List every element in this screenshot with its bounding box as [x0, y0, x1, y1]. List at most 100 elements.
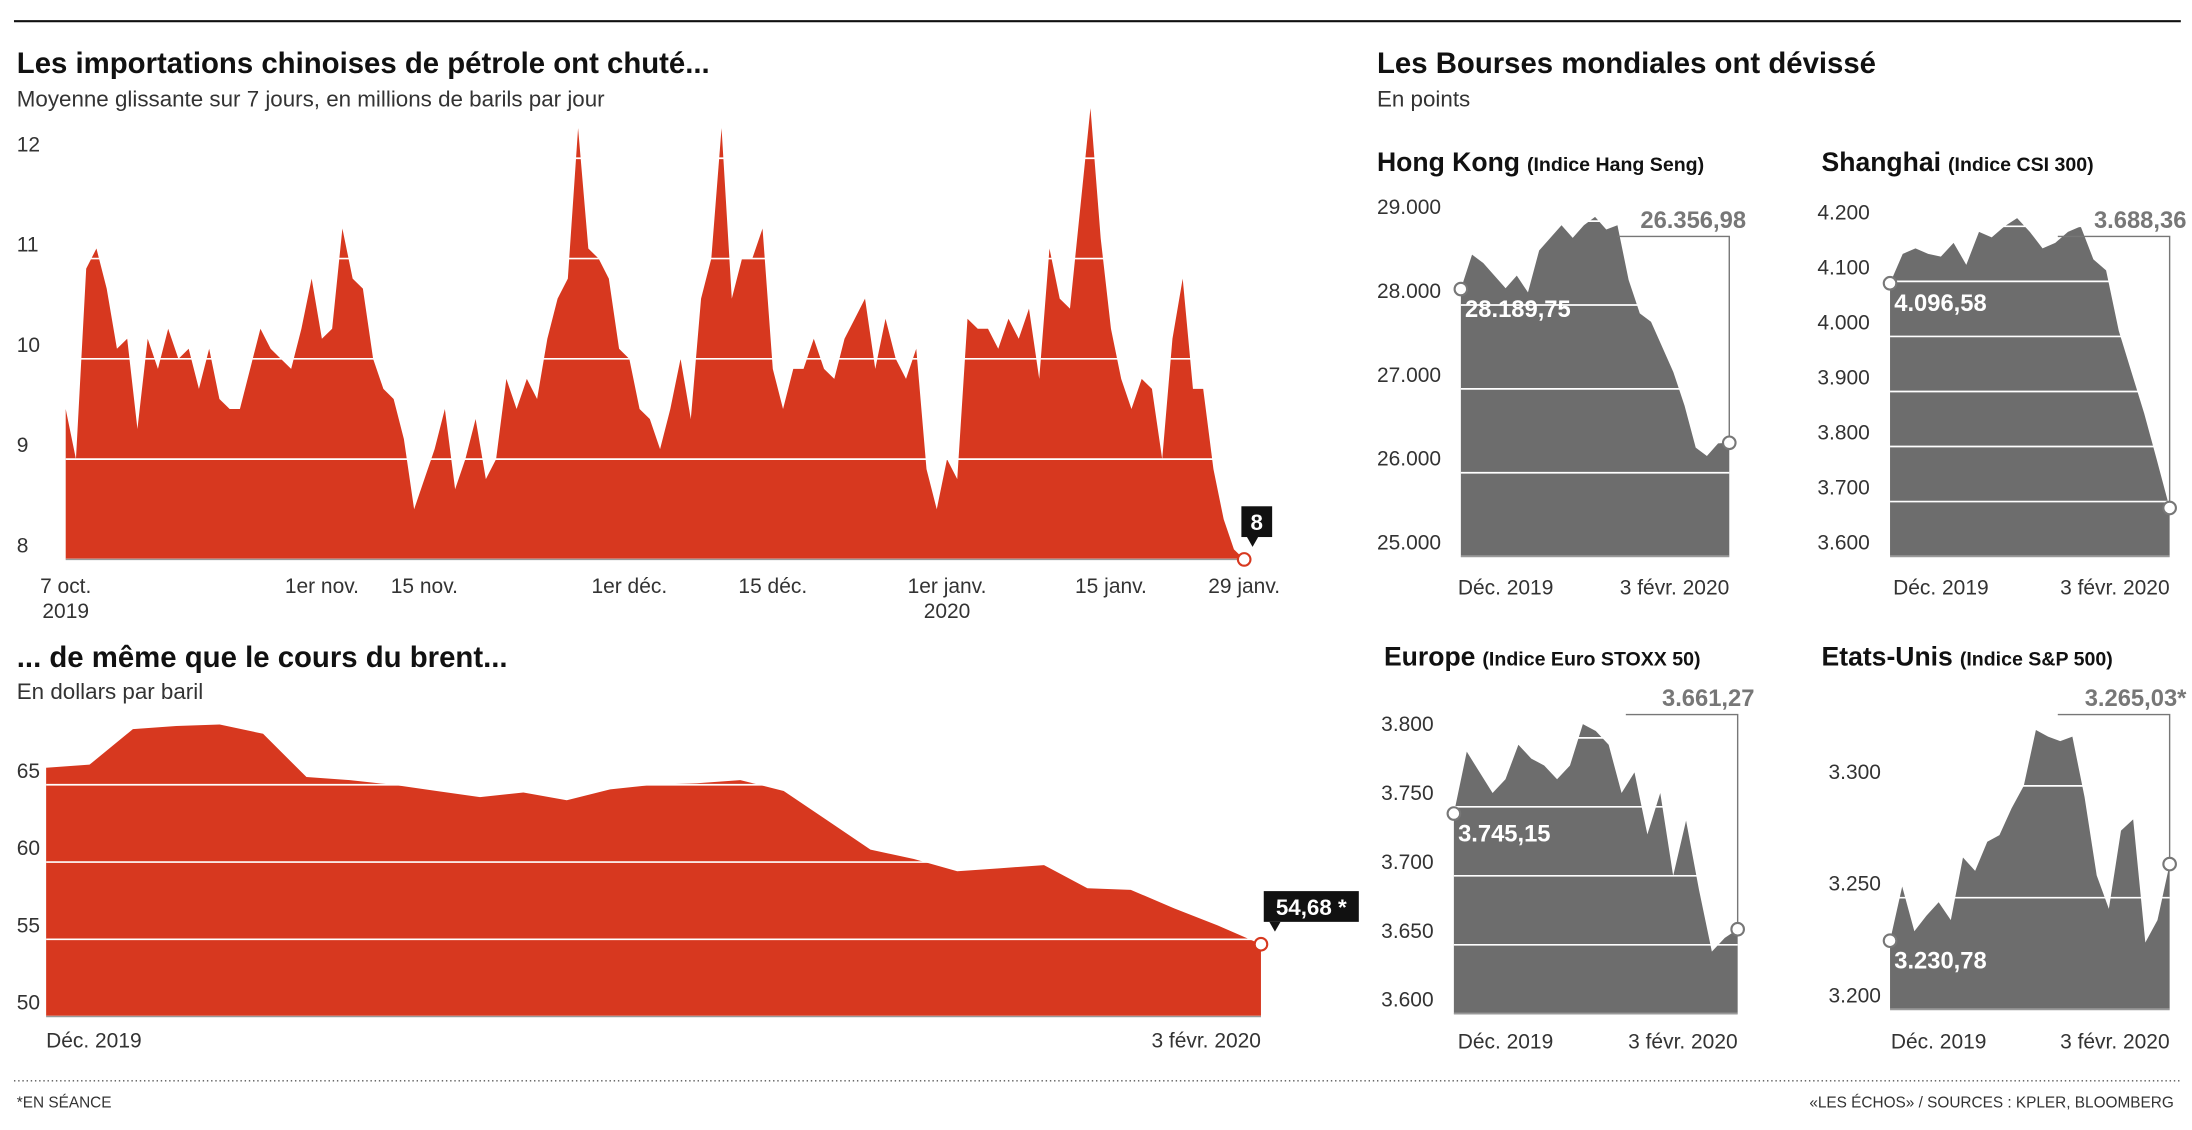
- panel-name: Shanghai: [1822, 147, 1941, 177]
- start-point: [1446, 806, 1462, 821]
- y-tick-label: 3.650: [1381, 920, 1433, 943]
- end-label: 8: [1251, 510, 1263, 535]
- end-point: [1236, 552, 1252, 567]
- y-tick-label: 8: [17, 534, 29, 557]
- y-tick-label: 3.700: [1381, 851, 1433, 874]
- panel-name: Hong Kong: [1377, 147, 1520, 177]
- source: «LES ÉCHOS» / SOURCES : KPLER, BLOOMBERG: [1809, 1094, 2173, 1111]
- x-tick-label: 29 janv.: [1208, 575, 1280, 598]
- start-label: 28.189,75: [1465, 296, 1571, 323]
- start-label: 4.096,58: [1894, 290, 1986, 317]
- y-tick-label: 29.000: [1377, 196, 1441, 219]
- area: [65, 108, 1245, 560]
- panel-index: (Indice Hang Seng): [1527, 154, 1704, 176]
- panel-index: (Indice Euro STOXX 50): [1482, 649, 1700, 671]
- y-tick-label: 27.000: [1377, 364, 1441, 387]
- y-tick-label: 3.300: [1829, 761, 1881, 784]
- x-tick-line: 2019: [42, 600, 89, 623]
- panel-index: (Indice S&P 500): [1960, 649, 2113, 671]
- end-label-box: [1263, 891, 1359, 922]
- start-point: [1882, 275, 1898, 291]
- y-tick-label: 3.900: [1817, 366, 1869, 389]
- x-tick-label: Déc. 2019: [1458, 576, 1554, 599]
- y-tick-label: 3.600: [1817, 532, 1869, 555]
- y-tick-label: 4.000: [1817, 311, 1869, 334]
- end-label-box: [1241, 506, 1273, 538]
- x-tick-label: 1er nov.: [285, 575, 359, 598]
- chart-title: Les importations chinoises de pétrole on…: [17, 47, 710, 80]
- y-tick-label: 12: [17, 133, 40, 156]
- end-point: [1253, 936, 1269, 952]
- start-label: 3.230,78: [1894, 948, 1986, 975]
- y-tick-label: 60: [17, 837, 40, 860]
- end-point: [2162, 856, 2177, 872]
- x-tick-label: Déc. 2019: [1893, 576, 1989, 599]
- y-tick-label: 3.600: [1381, 989, 1433, 1012]
- x-tick-label: 15 janv.: [1075, 575, 1147, 598]
- end-label-leader: [2057, 713, 2171, 865]
- end-label: 54,68 *: [1276, 895, 1347, 920]
- panel-title: Europe (Indice Euro STOXX 50): [1384, 642, 1701, 672]
- y-tick-label: 28.000: [1377, 280, 1441, 303]
- x-tick-label: 15 nov.: [391, 575, 458, 598]
- end-label-leader: [1617, 235, 1730, 443]
- panel-name: Europe: [1384, 642, 1475, 672]
- x-tick-label: 1er déc.: [591, 575, 667, 598]
- panel-name: Etats-Unis: [1822, 642, 1953, 672]
- x-tick-label: 7 oct. 2019: [40, 575, 91, 623]
- x-tick-label: 1er janv. 2020: [908, 575, 987, 623]
- x-tick-label: 3 févr. 2020: [1628, 1031, 1738, 1054]
- end-point: [1730, 921, 1746, 937]
- start-label: 3.745,15: [1458, 820, 1550, 847]
- area: [1460, 216, 1730, 557]
- y-tick-label: 3.800: [1381, 713, 1433, 736]
- start-point: [1453, 281, 1469, 297]
- chart-subtitle: Moyenne glissante sur 7 jours, en millio…: [17, 86, 605, 111]
- y-tick-label: 10: [17, 334, 40, 357]
- x-tick-line: 7 oct.: [40, 575, 91, 598]
- panel-title: Hong Kong (Indice Hang Seng): [1377, 147, 1704, 177]
- y-tick-label: 65: [17, 760, 40, 783]
- end-label: 3.265,03*: [2085, 685, 2187, 712]
- footnote: *EN SÉANCE: [17, 1094, 112, 1111]
- y-tick-label: 3.800: [1817, 422, 1869, 445]
- end-point: [1721, 435, 1737, 451]
- y-tick-label: 3.700: [1817, 477, 1869, 500]
- y-tick-label: 9: [17, 434, 29, 457]
- end-label-pointer: [1269, 921, 1281, 932]
- start-point: [1882, 933, 1898, 949]
- section-title: Les Bourses mondiales ont dévissé: [1377, 47, 1876, 80]
- x-tick-label: 3 févr. 2020: [1620, 576, 1730, 599]
- x-tick-line: 1er janv.: [908, 575, 987, 598]
- end-label: 3.688,36: [2094, 207, 2186, 234]
- x-tick-label: 15 déc.: [738, 575, 807, 598]
- area: [1890, 729, 2170, 1010]
- x-tick-label: 3 févr. 2020: [2060, 576, 2170, 599]
- area: [1453, 724, 1738, 1014]
- y-tick-label: 26.000: [1377, 448, 1441, 471]
- end-label-leader: [1625, 713, 1739, 930]
- y-tick-label: 4.100: [1817, 256, 1869, 279]
- end-label-pointer: [1246, 537, 1259, 547]
- y-tick-label: 25.000: [1377, 532, 1441, 555]
- x-tick-label: Déc. 2019: [1458, 1031, 1554, 1054]
- section-subtitle: En points: [1377, 86, 1470, 111]
- y-tick-label: 3.250: [1829, 873, 1881, 896]
- x-tick-label: 3 févr. 2020: [2060, 1031, 2170, 1054]
- x-tick-line: 2020: [924, 600, 971, 623]
- y-tick-label: 11: [17, 234, 39, 257]
- x-tick-label: Déc. 2019: [1891, 1031, 1987, 1054]
- panel-index: (Indice CSI 300): [1948, 154, 2094, 176]
- chart-subtitle: En dollars par baril: [17, 679, 203, 704]
- panel-title: Shanghai (Indice CSI 300): [1822, 147, 2094, 177]
- x-tick-label: Déc. 2019: [46, 1029, 142, 1052]
- end-label: 3.661,27: [1662, 685, 1754, 712]
- x-tick-label: 3 févr. 2020: [1151, 1029, 1261, 1052]
- y-tick-label: 55: [17, 914, 40, 937]
- y-tick-label: 4.200: [1817, 201, 1869, 224]
- end-label: 26.356,98: [1640, 207, 1746, 234]
- end-label-leader: [2057, 235, 2171, 508]
- y-tick-label: 50: [17, 992, 40, 1015]
- end-point: [2162, 500, 2177, 516]
